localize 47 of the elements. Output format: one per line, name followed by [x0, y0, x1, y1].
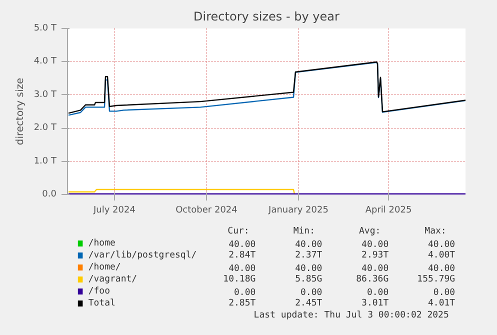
text: 5.85G	[295, 274, 322, 284]
text: 2.45T	[295, 298, 323, 308]
x-tick-label: January 2025	[268, 206, 328, 216]
legend-label: /vagrant/	[88, 274, 138, 284]
text: Max:	[424, 226, 446, 236]
text: 4.01T	[428, 298, 456, 308]
y-tick-label: 4.0 T	[34, 56, 57, 67]
text: 40.00	[295, 240, 322, 250]
text: 40.00	[295, 264, 322, 274]
legend-label: /home/	[88, 262, 121, 272]
text: 0.00	[433, 288, 456, 298]
legend-label: Total	[88, 298, 116, 308]
text: 40.00	[228, 264, 256, 274]
y-tick-label: 2.0 T	[34, 123, 57, 134]
text: 10.18G	[223, 274, 256, 284]
text: Cur:	[228, 226, 250, 236]
text: 0.00	[300, 288, 322, 298]
text: 40.00	[428, 264, 456, 274]
y-tick-label: 0.0	[42, 190, 57, 200]
text: 2.84T	[228, 250, 256, 260]
text: 40.00	[228, 240, 256, 250]
text: 3.01T	[362, 298, 390, 308]
text: Last update: Thu Jul 3 00:00:02 2025	[254, 310, 449, 320]
legend-label: /home	[88, 238, 116, 248]
text: 40.00	[362, 240, 389, 250]
x-tick-label: October 2024	[176, 206, 238, 216]
legend-label: /foo	[88, 286, 110, 296]
text: Min:	[293, 226, 316, 236]
y-axis-title: directory size	[14, 78, 26, 146]
x-tick-label: April 2025	[365, 206, 412, 216]
text: 86.36G	[356, 274, 389, 284]
text: 2.85T	[228, 298, 256, 308]
text: 155.79G	[417, 274, 456, 284]
chart-title: Directory sizes - by year	[194, 10, 340, 24]
text: 0.00	[366, 288, 389, 298]
y-tick-label: 3.0 T	[34, 90, 57, 100]
text: 0.00	[234, 288, 256, 298]
text: 2.37T	[295, 250, 323, 260]
text: 40.00	[362, 264, 389, 274]
x-tick-label: July 2024	[92, 206, 136, 216]
text: 4.00T	[428, 250, 456, 260]
legend-label: /var/lib/postgresql/	[88, 250, 197, 260]
text: 40.00	[428, 240, 456, 250]
y-tick-label: 1.0 T	[34, 156, 57, 166]
text: 2.93T	[362, 250, 390, 260]
text: Avg:	[358, 226, 381, 236]
y-tick-label: 5.0 T	[34, 24, 57, 34]
